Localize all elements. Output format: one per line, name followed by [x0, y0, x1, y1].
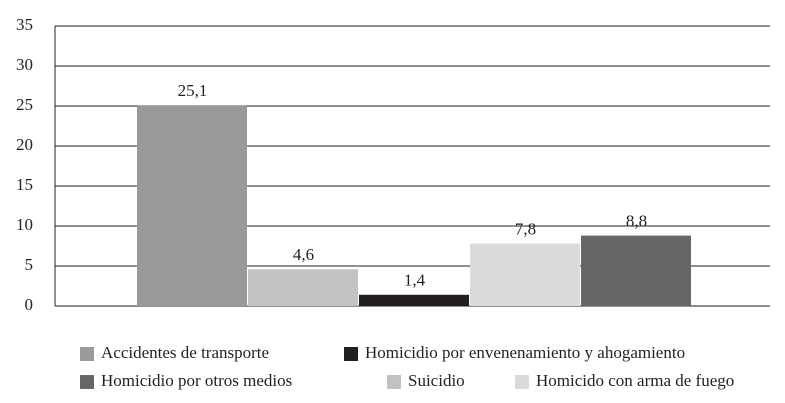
legend-swatch [80, 375, 94, 389]
legend-label: Accidentes de transporte [101, 343, 269, 362]
legend-swatch [344, 347, 358, 361]
y-tick-label: 15 [16, 175, 33, 194]
bar [137, 105, 247, 306]
legend-swatch [387, 375, 401, 389]
data-label: 7,8 [515, 220, 536, 239]
y-tick-label: 30 [16, 55, 33, 74]
y-tick-label: 10 [16, 215, 33, 234]
legend-label: Suicidio [408, 371, 465, 390]
data-label: 25,1 [178, 81, 208, 100]
legend-label: Homicidio por otros medios [101, 371, 292, 390]
legend-label: Homicido con arma de fuego [536, 371, 734, 390]
bar [248, 269, 358, 306]
data-label: 4,6 [293, 245, 314, 264]
y-tick-label: 35 [16, 15, 33, 34]
bar [470, 243, 580, 306]
y-tick-label: 5 [25, 255, 34, 274]
y-tick-label: 0 [25, 295, 34, 314]
y-tick-label: 25 [16, 95, 33, 114]
bar [359, 294, 469, 306]
legend-swatch [80, 347, 94, 361]
data-label: 8,8 [626, 212, 647, 231]
data-label: 1,4 [404, 271, 426, 290]
legend-swatch [515, 375, 529, 389]
bar [581, 235, 691, 306]
legend-label: Homicidio por envenenamiento y ahogamien… [365, 343, 685, 362]
y-tick-label: 20 [16, 135, 33, 154]
